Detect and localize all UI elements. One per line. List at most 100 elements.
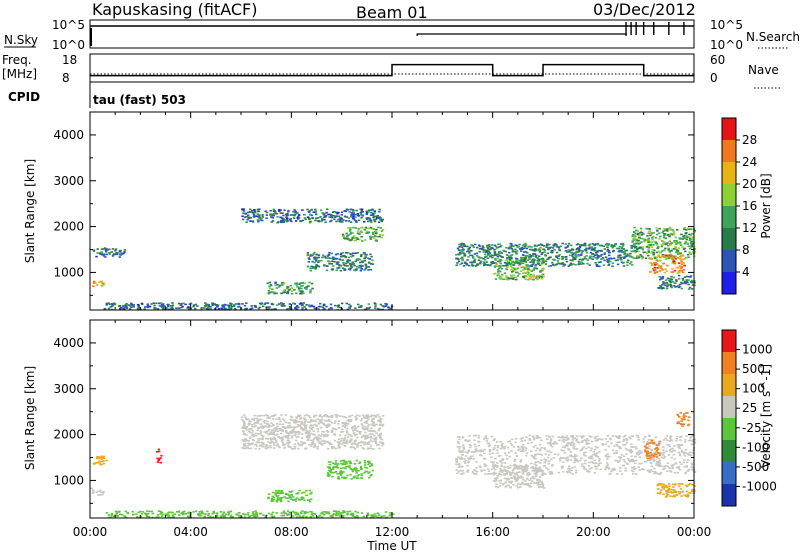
heat-cell (256, 429, 259, 431)
heat-cell (295, 306, 298, 308)
heat-cell (98, 281, 101, 283)
heat-cell (349, 439, 352, 441)
heat-cell (658, 440, 661, 443)
heat-cell (688, 247, 692, 250)
heat-cell (289, 498, 293, 500)
heat-cell (237, 512, 240, 514)
heat-cell (668, 226, 671, 229)
heat-cell (467, 440, 470, 443)
heat-cell (622, 265, 626, 267)
heat-cell (500, 465, 503, 468)
heat-cell (288, 424, 292, 427)
heat-cell (370, 263, 373, 265)
heat-cell (257, 437, 260, 440)
heat-cell (658, 461, 661, 464)
heat-cell (589, 256, 592, 258)
heat-cell (325, 512, 328, 514)
heat-cell (609, 472, 612, 475)
heat-cell (373, 237, 376, 239)
heat-cell (354, 216, 357, 218)
heat-cell (350, 426, 354, 429)
heat-cell (667, 444, 671, 446)
heat-cell (689, 281, 693, 283)
heat-cell (354, 418, 358, 421)
heat-cell (549, 265, 553, 267)
heat-cell (316, 418, 319, 420)
heat-cell (677, 465, 681, 468)
heat-cell (118, 251, 122, 253)
heat-cell (571, 259, 574, 262)
heat-cell (192, 304, 196, 306)
power-ylabel: Slant Range [km] (23, 159, 37, 263)
heat-cell (555, 263, 558, 265)
heat-cell (622, 248, 625, 250)
heat-cell (490, 468, 494, 470)
heat-cell (649, 244, 652, 246)
heat-cell (319, 421, 323, 423)
heat-cell (526, 467, 529, 470)
heat-cell (293, 303, 296, 305)
heat-cell (267, 433, 271, 436)
heat-cell (500, 244, 503, 247)
heat-cell (282, 218, 285, 220)
heat-cell (519, 486, 522, 488)
heat-cell (461, 449, 465, 452)
heat-cell (334, 513, 337, 516)
heat-cell (588, 264, 591, 266)
heat-cell (367, 307, 370, 310)
heat-cell (285, 497, 288, 499)
heat-cell (276, 284, 279, 286)
heat-cell (666, 230, 669, 232)
heat-cell (604, 454, 608, 457)
heat-cell (528, 269, 531, 271)
heat-cell (635, 452, 639, 454)
heat-cell (315, 257, 319, 260)
heat-cell (575, 439, 578, 442)
heat-cell (372, 429, 375, 432)
heat-cell (341, 259, 344, 261)
heat-cell (499, 250, 502, 253)
heat-cell (364, 466, 367, 469)
heat-cell (680, 266, 684, 268)
heat-cell (352, 252, 355, 255)
heat-cell (327, 308, 331, 310)
heat-cell (538, 448, 542, 451)
heat-cell (680, 287, 683, 290)
heat-cell (500, 252, 504, 254)
heat-cell (519, 450, 523, 452)
heat-cell (255, 512, 258, 514)
heat-cell (360, 217, 363, 219)
heat-cell (548, 471, 551, 473)
heat-cell (636, 242, 639, 245)
heat-cell (312, 211, 315, 213)
heat-cell (540, 447, 543, 449)
heat-cell (678, 269, 682, 272)
heat-cell (666, 462, 669, 464)
heat-cell (110, 251, 113, 253)
heat-cell (123, 249, 127, 251)
heat-cell (678, 447, 681, 449)
heat-cell (625, 441, 629, 444)
heat-cell (523, 247, 526, 250)
power-frame (89, 111, 695, 311)
heat-cell (309, 269, 312, 272)
heat-cell (650, 465, 653, 468)
heat-cell (158, 458, 161, 460)
heat-cell (487, 249, 490, 251)
heat-cell (668, 485, 671, 488)
heat-cell (276, 425, 279, 428)
colorbar-segment (722, 250, 736, 273)
heat-cell (468, 264, 471, 267)
heat-cell (608, 254, 611, 257)
heat-cell (648, 230, 651, 233)
heat-cell (538, 437, 542, 439)
heat-cell (486, 257, 490, 260)
heat-cell (643, 239, 647, 241)
heat-cell (505, 275, 508, 277)
heat-cell (307, 434, 310, 437)
heat-cell (635, 459, 638, 462)
heat-cell (680, 237, 683, 240)
heat-cell (472, 458, 475, 460)
heat-cell (691, 435, 694, 437)
heat-cell (361, 427, 365, 430)
